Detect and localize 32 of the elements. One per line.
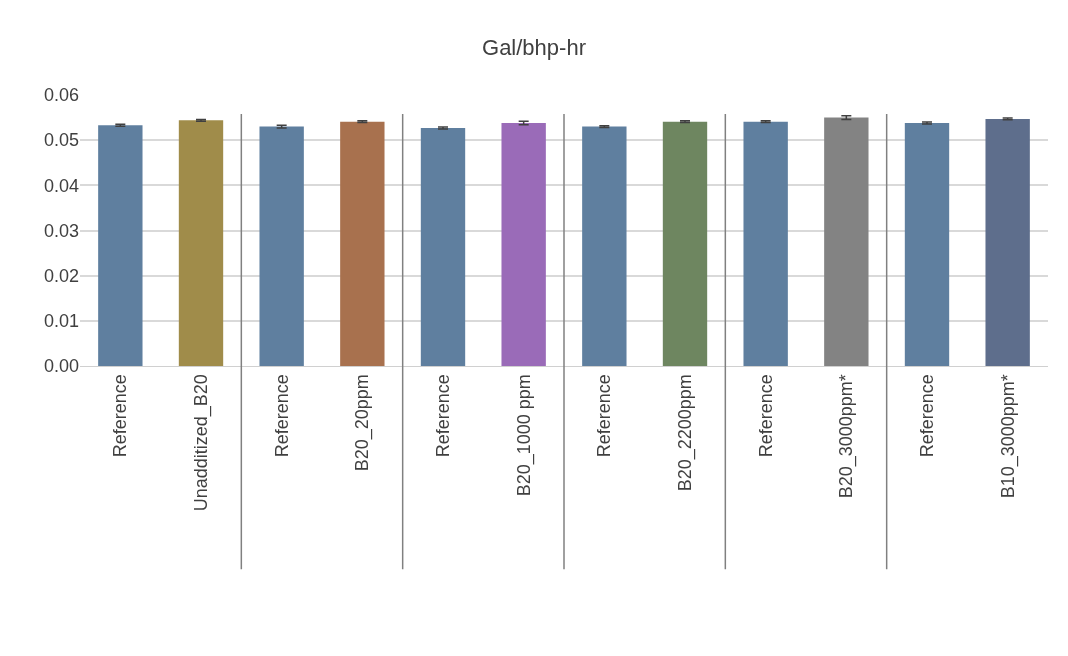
y-tick-label: 0.06 bbox=[43, 85, 79, 106]
bar bbox=[501, 123, 546, 366]
y-tick-label: 0.00 bbox=[43, 356, 79, 377]
x-tick-label: B20_2200ppm bbox=[674, 374, 696, 492]
x-tick-label: Unadditized_B20 bbox=[190, 374, 212, 512]
y-tick-label: 0.03 bbox=[43, 220, 79, 241]
x-tick-label: Reference bbox=[271, 374, 292, 458]
chart-title: Gal/bhp-hr bbox=[482, 34, 586, 60]
x-tick-label: B10_3000ppm* bbox=[997, 374, 1019, 499]
x-tick-label: Reference bbox=[916, 374, 937, 458]
bar bbox=[420, 127, 466, 366]
bar bbox=[259, 126, 304, 366]
bar bbox=[743, 121, 788, 366]
x-tick-label: Reference bbox=[110, 374, 131, 458]
bar bbox=[904, 123, 950, 366]
y-tick-label: 0.01 bbox=[43, 311, 79, 332]
bar bbox=[985, 118, 1030, 366]
x-tick-label: Reference bbox=[432, 374, 453, 458]
x-tick-label: Reference bbox=[755, 374, 776, 458]
x-tick-label: B20_20ppm bbox=[352, 374, 374, 472]
bar bbox=[824, 117, 869, 366]
bar bbox=[662, 121, 708, 366]
x-tick-label: B20_3000ppm* bbox=[836, 374, 858, 499]
x-tick-label: B20_1000 ppm bbox=[513, 374, 535, 497]
bar bbox=[178, 120, 224, 366]
bar bbox=[340, 121, 385, 366]
bar bbox=[582, 126, 627, 366]
bar bbox=[98, 125, 143, 366]
y-tick-label: 0.02 bbox=[43, 265, 79, 286]
y-tick-label: 0.05 bbox=[43, 130, 79, 151]
y-tick-label: 0.04 bbox=[43, 175, 79, 196]
x-tick-label: Reference bbox=[594, 374, 615, 458]
